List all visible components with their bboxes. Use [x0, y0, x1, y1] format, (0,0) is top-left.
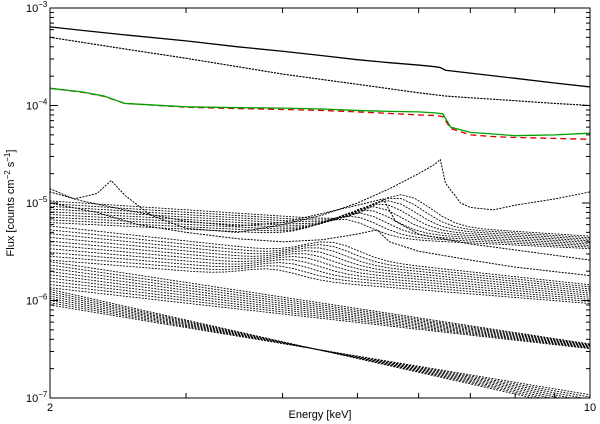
component-curve-4-8 — [50, 288, 535, 398]
y-tick-label: 10−4 — [26, 98, 48, 113]
component-curve-2-7 — [50, 236, 590, 292]
series-component-1 — [50, 36, 590, 107]
series-total — [50, 26, 590, 88]
axis-tick-labels: 2 10 10−7 10−6 10−5 10−4 10−3 — [26, 0, 596, 414]
series-line-component-a — [50, 158, 590, 233]
component-curve-2-2 — [50, 255, 590, 302]
component-curve-3-8 — [50, 264, 590, 346]
x-tick-label: 2 — [47, 402, 53, 414]
plot-lines — [50, 26, 590, 398]
series-model — [50, 87, 590, 137]
component-curve-2-1 — [50, 259, 590, 304]
component-curve-1-3 — [50, 212, 590, 246]
y-axis-title: Flux [counts cm−2 s−1] — [3, 150, 17, 257]
component-curve-2-6 — [50, 240, 590, 294]
component-curve-2-8 — [50, 233, 590, 290]
x-axis-title: Energy [keV] — [289, 409, 352, 421]
component-curve-1-9 — [50, 194, 590, 237]
component-curve-2-9 — [50, 229, 590, 288]
component-curve-4-3 — [50, 300, 586, 398]
y-tick-label: 10−5 — [26, 195, 48, 210]
y-tick-label: 10−3 — [26, 0, 48, 15]
component-curve-3-3 — [50, 280, 590, 348]
component-curve-1-7 — [50, 200, 590, 240]
component-curve-3-2 — [50, 284, 590, 349]
component-curve-3-7 — [50, 267, 590, 346]
component-curve-1-4 — [50, 209, 590, 245]
axis-ticks — [49, 7, 591, 399]
component-curve-2-5 — [50, 244, 590, 296]
component-curve-1-2 — [50, 215, 590, 248]
component-curve-2-4 — [50, 248, 590, 298]
component-curve-3-6 — [50, 271, 590, 347]
series-line-component-b — [50, 191, 590, 261]
series-line-component-c — [50, 202, 590, 277]
component-curve-3-9 — [50, 261, 590, 345]
component-curve-3-5 — [50, 274, 590, 347]
y-tick-label: 10−6 — [26, 293, 48, 308]
component-curve-4-1 — [50, 304, 590, 396]
component-curve-1-6 — [50, 203, 590, 242]
component-curve-1-5 — [50, 206, 590, 243]
component-curve-3-4 — [50, 277, 590, 348]
component-curve-1-1 — [50, 219, 590, 250]
component-curve-2-10 — [50, 225, 590, 286]
component-curve-3-1 — [50, 287, 590, 350]
component-curve-2-3 — [50, 252, 590, 300]
component-curve-1-8 — [50, 197, 590, 239]
series-data — [50, 87, 590, 140]
y-tick-label: 10−7 — [26, 390, 48, 405]
x-tick-label: 10 — [584, 402, 596, 414]
